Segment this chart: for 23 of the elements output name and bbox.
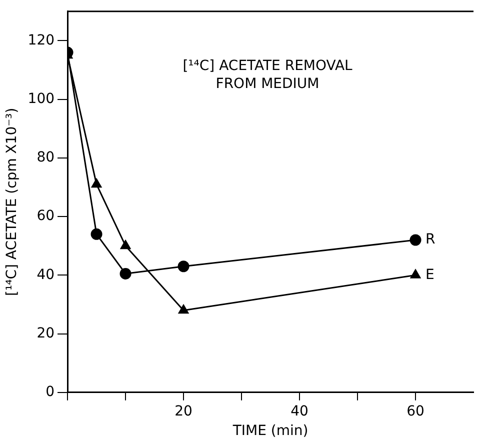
point [91,178,102,188]
y-tick-label: 80 [36,150,55,166]
point [120,268,132,280]
series-label: R [426,232,436,248]
y-tick-label: 100 [28,90,55,107]
y-tick-label: 0 [46,384,55,400]
y-tick-label: 120 [28,32,55,48]
y-tick-label: 60 [36,208,55,224]
point [178,304,189,314]
y-tick-label: 20 [36,325,55,342]
x-tick-label: 20 [174,403,192,420]
point [178,260,190,272]
x-tick-label: 40 [290,403,308,420]
point [410,269,421,278]
y-axis-title: [¹⁴C] ACETATE (cpm X10⁻³) [4,108,20,296]
x-tick-label: 60 [406,403,424,420]
series-label: E [426,266,434,283]
point [90,228,102,240]
annotation: [¹⁴C] ACETATE REMOVAL FROM MEDIUM [182,58,353,92]
point [410,234,422,246]
point [120,240,131,250]
x-axis-title: TIME (min) [232,423,308,440]
y-tick-label: 40 [36,266,55,283]
